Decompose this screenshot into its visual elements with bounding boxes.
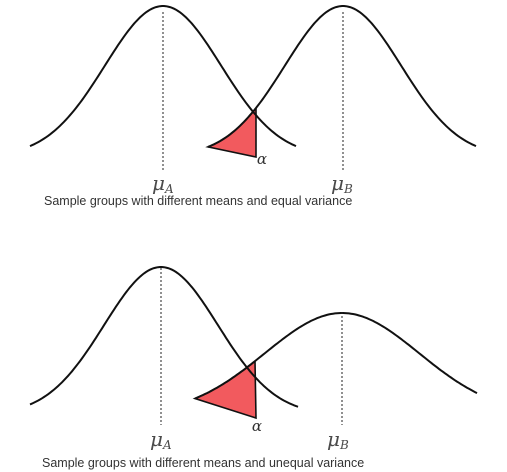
mean-b-label: μB <box>331 171 353 196</box>
distribution-b-curve <box>207 5 477 148</box>
alpha-label: α <box>257 150 267 168</box>
panel-caption: Sample groups with different means and e… <box>44 194 352 208</box>
mean-b-label: μB <box>327 427 349 452</box>
mean-a-label: μA <box>152 171 174 196</box>
mean-a-label: μA <box>150 427 172 452</box>
panel-equal-variance: α μA μB Sample groups with different mea… <box>29 5 477 208</box>
distribution-a-curve <box>29 5 297 148</box>
distribution-b-curve <box>194 312 478 400</box>
distribution-a-curve <box>29 266 299 408</box>
alpha-region <box>192 359 257 420</box>
alpha-label: α <box>252 417 262 435</box>
panel-caption: Sample groups with different means and u… <box>42 456 364 470</box>
panel-unequal-variance: α μA μB Sample groups with different mea… <box>29 266 478 470</box>
